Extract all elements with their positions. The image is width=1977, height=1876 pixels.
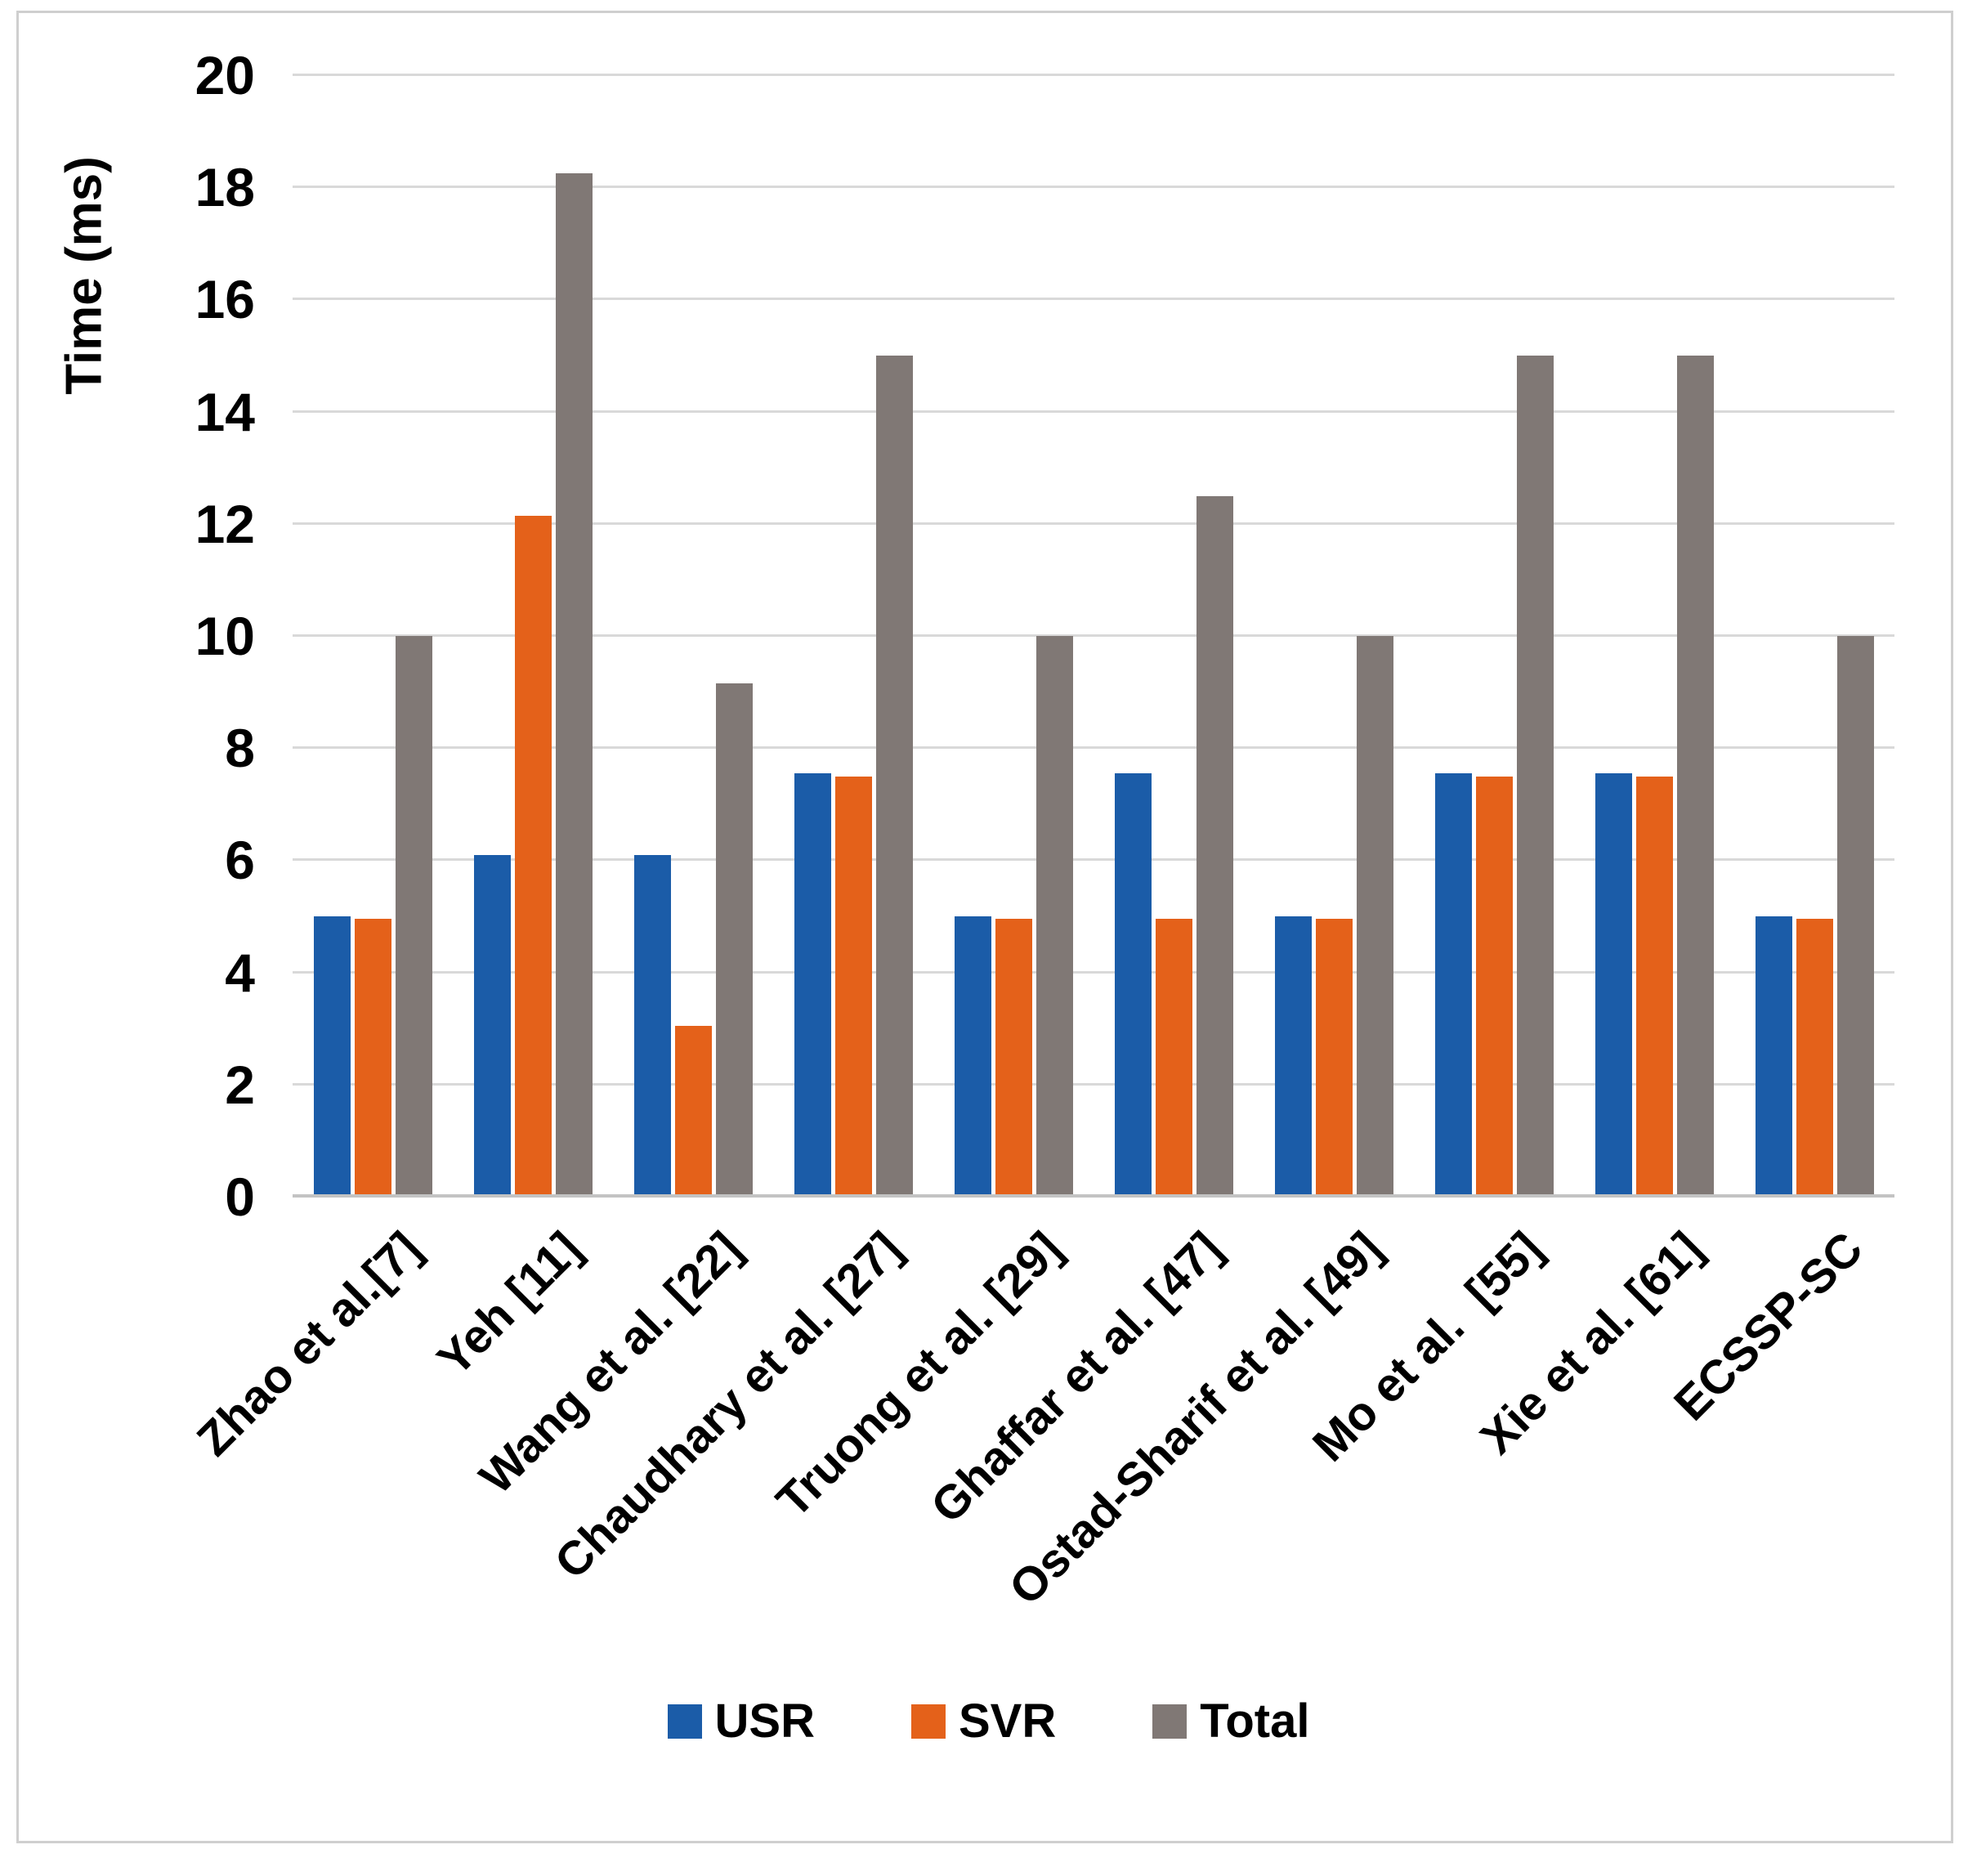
gridline bbox=[293, 410, 1894, 413]
gridline bbox=[293, 522, 1894, 525]
bar-usr bbox=[1114, 773, 1152, 1197]
legend-item-svr: SVR bbox=[910, 1694, 1057, 1748]
bar-usr bbox=[794, 773, 831, 1197]
x-axis-category-labels: Zhao et al.[7] Yeh [11] Wang et al. [22] Ch… bbox=[187, 1221, 1894, 1728]
y-tick-label: 20 bbox=[195, 45, 255, 105]
gridline bbox=[293, 634, 1894, 637]
bar-usr bbox=[1595, 773, 1632, 1197]
bar-usr bbox=[1434, 773, 1472, 1197]
y-tick-label: 8 bbox=[225, 718, 255, 779]
bar-usr bbox=[473, 854, 511, 1197]
gridline bbox=[293, 970, 1894, 974]
bar-svr bbox=[674, 1025, 712, 1197]
legend-item-usr: USR bbox=[667, 1694, 815, 1748]
y-axis-tick-labels: 0 2 4 6 8 10 12 14 16 18 20 bbox=[0, 45, 255, 1227]
bar-usr bbox=[633, 854, 671, 1197]
legend-swatch-usr bbox=[667, 1704, 702, 1739]
bar-svr bbox=[514, 515, 552, 1197]
bar-total bbox=[875, 356, 913, 1197]
bar-total bbox=[1516, 356, 1554, 1197]
bar-total bbox=[1196, 495, 1233, 1197]
bar-svr bbox=[1635, 776, 1673, 1197]
legend-item-total: Total bbox=[1152, 1694, 1309, 1748]
bar-total bbox=[1035, 636, 1073, 1197]
x-axis-line bbox=[293, 1194, 1894, 1198]
bar-usr bbox=[313, 916, 351, 1197]
y-tick-label: 12 bbox=[195, 493, 255, 554]
y-tick-label: 4 bbox=[225, 942, 255, 1003]
legend: USR SVR Total bbox=[0, 1694, 1977, 1748]
y-tick-label: 6 bbox=[225, 830, 255, 891]
bar-total bbox=[555, 173, 593, 1197]
bar-svr bbox=[995, 919, 1032, 1197]
bar-total bbox=[395, 636, 432, 1197]
gridline bbox=[293, 298, 1894, 301]
bar-total bbox=[715, 683, 753, 1197]
legend-swatch-svr bbox=[910, 1704, 946, 1739]
legend-swatch-total bbox=[1152, 1704, 1188, 1739]
bar-svr bbox=[354, 919, 391, 1197]
bar-total bbox=[1836, 636, 1874, 1197]
gridline bbox=[293, 186, 1894, 189]
gridline bbox=[293, 746, 1894, 750]
y-tick-label: 14 bbox=[195, 381, 255, 442]
legend-label-usr: USR bbox=[714, 1695, 815, 1748]
legend-label-svr: SVR bbox=[958, 1695, 1057, 1748]
bar-usr bbox=[1274, 916, 1312, 1197]
y-tick-label: 10 bbox=[195, 606, 255, 666]
y-tick-label: 0 bbox=[225, 1166, 255, 1227]
y-tick-label: 18 bbox=[195, 157, 255, 218]
bar-svr bbox=[1796, 919, 1833, 1197]
gridline bbox=[293, 1082, 1894, 1086]
gridline bbox=[293, 858, 1894, 862]
gridline bbox=[293, 74, 1894, 76]
y-tick-label: 2 bbox=[225, 1054, 255, 1115]
legend-label-total: Total bbox=[1200, 1695, 1310, 1748]
bar-usr bbox=[1755, 916, 1792, 1197]
bar-svr bbox=[834, 776, 872, 1197]
y-tick-label: 16 bbox=[195, 269, 255, 330]
bar-svr bbox=[1315, 919, 1353, 1197]
bar-usr bbox=[954, 916, 991, 1197]
bar-total bbox=[1676, 356, 1714, 1197]
bar-svr bbox=[1155, 919, 1192, 1197]
plot-area bbox=[293, 74, 1894, 1198]
bar-total bbox=[1356, 636, 1393, 1197]
bar-svr bbox=[1475, 776, 1513, 1197]
